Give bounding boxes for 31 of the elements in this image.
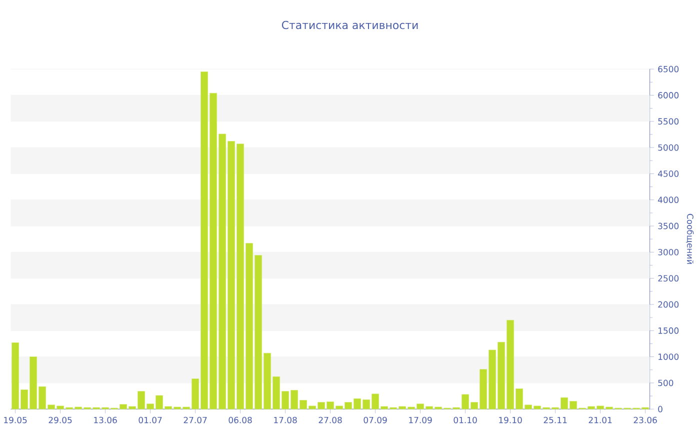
y-tick-label: 4500 (658, 170, 679, 177)
y-tick-label: 0 (658, 406, 662, 412)
y-tick-label: 1500 (658, 327, 679, 334)
y-tick-label: 5000 (658, 144, 679, 151)
y-tick-label: 500 (658, 380, 674, 386)
y-tick-label: 1000 (658, 354, 679, 360)
x-tick-label: 17.09 (409, 416, 432, 424)
y-tick-label: 3000 (658, 248, 679, 256)
x-tick-label: 29.05 (48, 416, 72, 424)
y-tick-label: 4000 (658, 196, 679, 204)
x-tick-label: 01.07 (138, 416, 162, 424)
x-tick-label: 13.06 (94, 416, 117, 424)
chart-title: Статистика активности (282, 20, 418, 30)
x-tick-label: 06.08 (228, 416, 252, 424)
x-tick-label: 27.08 (318, 416, 342, 424)
y-tick-label: 2000 (658, 301, 679, 308)
x-tick-label: 21.01 (588, 416, 612, 424)
x-tick-label: 25.11 (544, 416, 567, 424)
x-tick-label: 07.09 (364, 416, 387, 424)
x-tick-label: 01.10 (454, 416, 477, 424)
x-tick-label: 19.05 (4, 416, 27, 424)
y-axis-title: Сообщений (686, 214, 694, 264)
y-tick-label: 6000 (658, 92, 679, 98)
y-tick-label: 2500 (658, 275, 679, 282)
x-tick-label: 27.07 (184, 416, 207, 424)
x-tick-label: 23.06 (634, 416, 657, 424)
y-tick-label: 5500 (658, 118, 679, 125)
x-tick-label: 17.08 (274, 416, 297, 424)
y-tick-label: 3500 (658, 222, 679, 230)
y-tick-label: 6500 (658, 66, 679, 72)
x-tick-label: 19.10 (499, 416, 522, 424)
